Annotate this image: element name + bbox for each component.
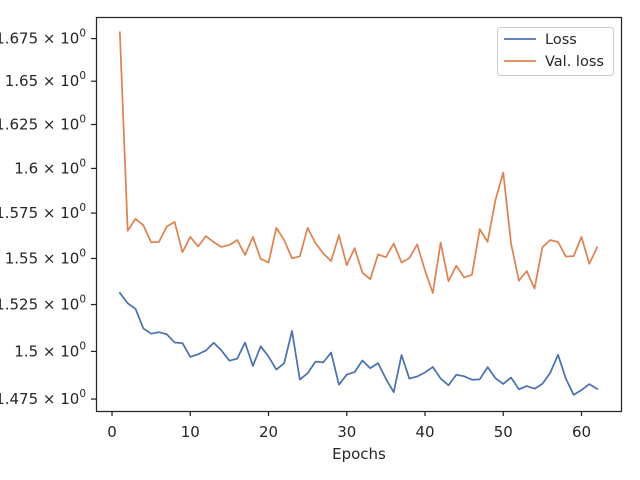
y-tick-label: 1.675 × 100 (0, 28, 86, 48)
x-axis-label: Epochs (332, 445, 386, 463)
x-tick-label: 10 (181, 423, 200, 441)
legend: Loss Val. loss (497, 27, 614, 76)
legend-label-loss: Loss (545, 32, 577, 48)
x-tick-label: 60 (572, 423, 591, 441)
x-tick-label: 50 (494, 423, 513, 441)
y-tick-label: 1.575 × 100 (0, 202, 86, 222)
y-tick-label: 1.6 × 100 (14, 157, 86, 177)
y-tick-label: 1.55 × 100 (5, 247, 86, 267)
series-layer (118, 31, 599, 396)
y-tick-label: 1.5 × 100 (14, 340, 86, 360)
y-tick-label: 1.65 × 100 (5, 70, 86, 90)
y-tick-label: 1.475 × 100 (0, 388, 86, 408)
y-tick-label: 1.625 × 100 (0, 113, 86, 133)
x-tick-label: 30 (337, 423, 356, 441)
y-tick-label: 1.525 × 100 (0, 294, 86, 314)
series-line-loss (118, 291, 599, 396)
series-line-val-loss (118, 31, 599, 294)
x-axis: 0 10 20 30 40 50 60 (107, 411, 591, 441)
x-tick-label: 40 (415, 423, 434, 441)
plot-frame (95, 16, 623, 413)
legend-label-val-loss: Val. loss (545, 54, 604, 70)
x-tick-label: 20 (259, 423, 278, 441)
x-tick-label: 0 (107, 423, 117, 441)
y-axis: 1.475 × 100 1.5 × 100 1.525 × 100 1.55 × 10… (0, 28, 96, 408)
